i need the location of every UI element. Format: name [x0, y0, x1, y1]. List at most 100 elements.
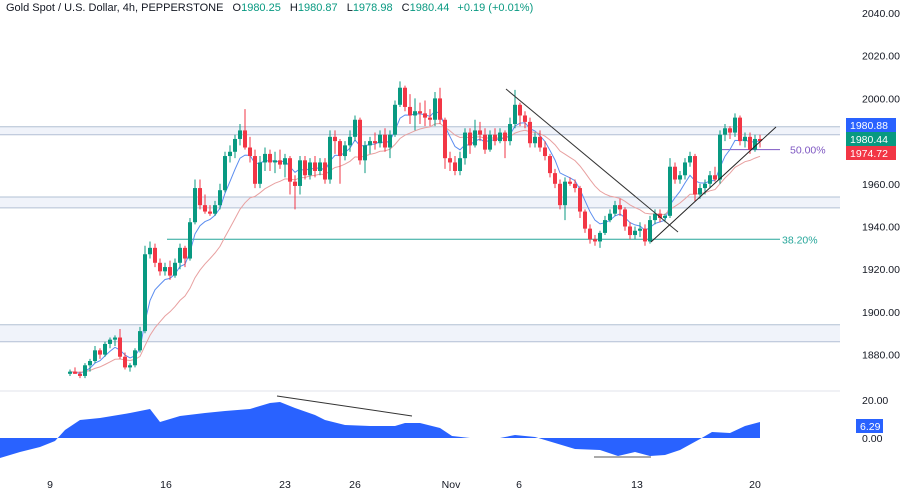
candle — [528, 121, 532, 144]
candle — [368, 141, 372, 146]
candle — [733, 117, 737, 133]
candle — [678, 175, 682, 180]
candle — [108, 339, 112, 344]
trendlines[interactable] — [505, 88, 777, 243]
indicator-axis[interactable]: 20.00 0.006.29 — [856, 395, 888, 445]
candlesticks — [68, 81, 762, 379]
ma-slow-line — [69, 122, 761, 373]
candle — [633, 230, 637, 236]
candle — [138, 331, 142, 351]
candle — [163, 267, 167, 272]
price-tick-label: 2020.00 — [862, 51, 900, 63]
candle — [558, 183, 562, 206]
candle — [538, 136, 542, 148]
fibonacci-levels[interactable]: 50.00% 38.20% — [167, 145, 826, 247]
candle — [603, 220, 607, 233]
candle — [418, 111, 422, 114]
candle — [693, 156, 697, 195]
candle — [293, 181, 297, 186]
candle — [643, 228, 647, 242]
candle — [593, 239, 597, 242]
price-axis[interactable]: 2040.00 2020.00 2000.00 1960.00 1940.00 1920.… — [846, 8, 900, 362]
candle — [278, 160, 282, 165]
candle — [268, 153, 272, 163]
price-tick-label: 1940.00 — [862, 222, 900, 234]
indicator-area — [0, 402, 760, 458]
zone-rect[interactable] — [0, 324, 840, 342]
candle — [298, 160, 302, 186]
bearish-divergence-line[interactable] — [276, 395, 413, 417]
indicator-value-tag — [856, 419, 883, 433]
candle — [258, 162, 262, 184]
candle — [393, 104, 397, 135]
candle — [683, 162, 687, 176]
candle — [508, 124, 512, 142]
open-label: O — [232, 2, 242, 14]
candle — [738, 117, 742, 142]
candle — [638, 228, 642, 231]
open-value: 1980.25 — [241, 2, 281, 14]
candle — [103, 343, 107, 355]
candle — [688, 156, 692, 163]
candle — [403, 87, 407, 107]
candle — [153, 247, 157, 263]
candle — [233, 138, 237, 152]
price-tick-label: 1900.00 — [862, 307, 900, 319]
change-value: +0.19 (+0.01%) — [457, 2, 534, 14]
horizontal-zones[interactable] — [0, 126, 840, 343]
price-tag-label: 1980.88 — [850, 120, 888, 132]
candle — [668, 166, 672, 216]
candle — [208, 211, 212, 214]
close-label: C — [401, 2, 410, 14]
candle — [303, 160, 307, 176]
candle — [673, 166, 677, 180]
candle — [323, 162, 327, 180]
candle — [718, 134, 722, 180]
candle — [728, 128, 732, 133]
symbol-title[interactable]: Gold Spot / U.S. Dollar, 4h, PEPPERSTONE — [6, 2, 224, 14]
zone-rect[interactable] — [0, 197, 840, 208]
time-tick-label: 23 — [279, 479, 291, 491]
time-tick-label: 9 — [47, 479, 53, 491]
candle — [313, 162, 317, 171]
candle — [228, 151, 232, 157]
candle — [168, 267, 172, 276]
candle — [68, 371, 72, 374]
candle — [613, 205, 617, 214]
candle — [193, 188, 197, 223]
downtrend-line[interactable] — [505, 88, 679, 233]
candle — [188, 222, 192, 259]
candle — [653, 213, 657, 221]
indicator-tick-label: 20.00 — [862, 395, 888, 407]
candle — [698, 188, 702, 195]
candle — [548, 156, 552, 174]
candle — [338, 141, 342, 157]
candle — [273, 160, 277, 163]
candle — [438, 98, 442, 120]
candle — [413, 111, 417, 116]
price-tag — [846, 132, 896, 146]
time-axis[interactable]: 9 16 23 26 Nov 6 13 20 — [47, 479, 761, 491]
candle — [588, 228, 592, 240]
uptrend-line[interactable] — [650, 126, 777, 243]
candle — [118, 337, 122, 357]
candle — [308, 162, 312, 176]
price-tick-label: 2000.00 — [862, 93, 900, 105]
candle — [473, 130, 477, 146]
candle — [213, 205, 217, 214]
candle — [88, 361, 92, 366]
candle — [708, 175, 712, 184]
candle — [648, 220, 652, 242]
candle — [578, 188, 582, 212]
candle — [448, 158, 452, 163]
candle — [113, 337, 117, 340]
candle — [133, 350, 137, 366]
fib-level-label: 50.00% — [790, 145, 826, 157]
fib-level-label: 38.20% — [782, 234, 818, 246]
indicator-value-label: 6.29 — [860, 421, 881, 433]
candle — [493, 134, 497, 142]
candle — [483, 134, 487, 150]
zone-rect[interactable] — [0, 126, 840, 135]
candle — [703, 183, 707, 189]
